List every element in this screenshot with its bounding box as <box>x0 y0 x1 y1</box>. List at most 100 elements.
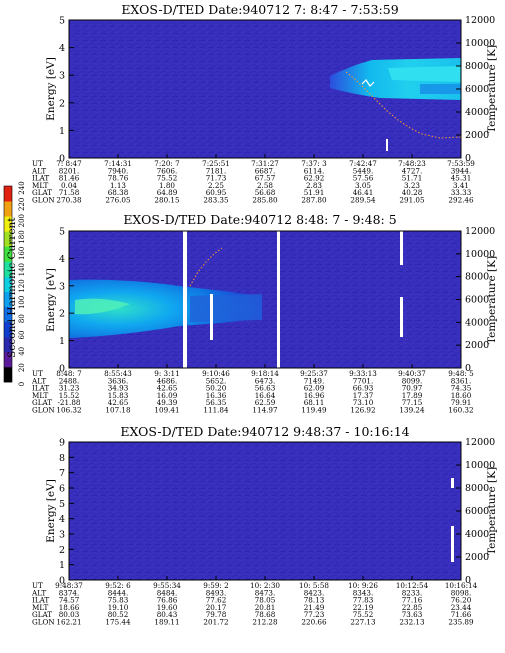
colorbar: 0 20 40 60 80 100 120 140 160 180 200 220 240 <box>3 181 26 386</box>
ephemeris-cell: 50.20 <box>206 384 227 393</box>
ephemeris-cell: 77.62 <box>206 596 227 605</box>
ephemeris-cell: 74.57 <box>59 596 80 605</box>
panel-2-spike-1 <box>210 294 213 340</box>
ephemeris-cell: 7: 8:47 <box>56 159 82 168</box>
panel-2: EXOS-D/TED Date:940712 8:48: 7 - 9:48: 5… <box>31 212 498 415</box>
ephemeris-cell: 235.89 <box>448 618 474 627</box>
ephemeris-row-label: GLON <box>32 618 55 627</box>
ephemeris-cell: 51.91 <box>304 188 325 197</box>
panel-2-band-core <box>75 298 130 315</box>
ephemeris-cell: 107.18 <box>105 406 131 415</box>
y2tick-label: 10000 <box>465 249 495 260</box>
ephemeris-cell: 6687. <box>255 166 276 175</box>
ephemeris-row-label: UT <box>32 159 43 168</box>
ephemeris-cell: 7:20: 7 <box>154 159 180 168</box>
ephemeris-cell: 15.52 <box>59 391 80 400</box>
panel-1-yticks: 0 1 2 3 4 5 <box>59 16 74 165</box>
ytick-label: 7 <box>59 468 65 479</box>
ytick-label: 5 <box>59 16 65 27</box>
y2tick-label: 8000 <box>465 272 489 283</box>
y2tick-label: 0 <box>465 575 471 586</box>
panel-1-ylabel: Energy [eV] <box>45 57 57 121</box>
ephemeris-cell: 4727. <box>402 166 423 175</box>
colorbar-tick-label: 220 <box>18 198 26 211</box>
ephemeris-row-label: ILAT <box>32 596 49 605</box>
ephemeris-cell: 114.97 <box>252 406 278 415</box>
colorbar-tick-label: 40 <box>18 347 26 356</box>
ephemeris-cell: 10:12:54 <box>396 581 429 590</box>
colorbar-tick-label: 140 <box>18 263 26 276</box>
colorbar-tick-label: 200 <box>18 214 26 227</box>
ytick-label: 5 <box>59 499 65 510</box>
ytick-label: 2 <box>59 545 65 556</box>
y2tick-label: 2000 <box>465 130 489 141</box>
ephemeris-cell: 73.63 <box>402 610 423 619</box>
ephemeris-cell: 66.93 <box>353 384 374 393</box>
ephemeris-cell: 201.72 <box>203 618 228 627</box>
ephemeris-cell: 7606. <box>157 166 178 175</box>
panel-2-spike-3 <box>400 297 403 337</box>
ephemeris-cell: 7:14:31 <box>104 159 132 168</box>
ephemeris-cell: -21.88 <box>57 398 80 407</box>
panel-2-data-gap-1 <box>183 231 187 368</box>
ytick-label: 0 <box>59 154 65 165</box>
ephemeris-row-label: MLT <box>32 603 49 612</box>
ephemeris-cell: 6473. <box>255 376 276 385</box>
ephemeris-cell: 7:48:23 <box>398 159 426 168</box>
ephemeris-cell: 9:10:46 <box>202 369 230 378</box>
panel-2-yticks: 0 1 2 3 4 5 <box>59 227 74 375</box>
ephemeris-cell: 75.83 <box>108 596 129 605</box>
ephemeris-cell: 51.71 <box>402 174 423 183</box>
ephemeris-cell: 10: 5:58 <box>299 581 329 590</box>
panel-2-ylabel: Energy [eV] <box>45 268 57 332</box>
panel-2-gap-left-band <box>190 294 262 322</box>
ephemeris-cell: 79.91 <box>451 398 472 407</box>
ephemeris-cell: 20.17 <box>206 603 227 612</box>
ephemeris-cell: 56.68 <box>255 188 276 197</box>
ephemeris-cell: 78.13 <box>304 596 325 605</box>
panel-1-y2label: Temperature [K] <box>486 45 498 133</box>
ephemeris-cell: 77.83 <box>353 596 374 605</box>
panel-2-title: EXOS-D/TED Date:940712 8:48: 7 - 9:48: 5 <box>123 212 396 227</box>
ephemeris-row-label: ILAT <box>32 174 49 183</box>
ephemeris-cell: 19.10 <box>108 603 129 612</box>
ephemeris-cell: 8099. <box>402 376 423 385</box>
ephemeris-cell: 7181. <box>206 166 227 175</box>
ephemeris-cell: 4686. <box>157 376 178 385</box>
ytick-label: 0 <box>59 576 65 587</box>
ephemeris-cell: 81.46 <box>59 174 80 183</box>
panel-2-band <box>69 279 262 338</box>
ephemeris-cell: 6114. <box>304 166 325 175</box>
colorbar-segment <box>4 186 12 202</box>
panel-1-sparkle <box>361 79 375 87</box>
y2tick-label: 8000 <box>465 483 489 494</box>
ytick-label: 3 <box>59 71 65 82</box>
ephemeris-cell: 7940. <box>108 166 129 175</box>
colorbar-segment <box>4 321 12 338</box>
ephemeris-cell: 75.52 <box>353 610 374 619</box>
ephemeris-cell: 8:55:43 <box>104 369 132 378</box>
ephemeris-cell: 109.41 <box>154 406 179 415</box>
colorbar-tick-label: 180 <box>18 230 26 243</box>
panel-1-band-lower <box>420 84 461 94</box>
ephemeris-cell: 7:31:27 <box>251 159 279 168</box>
colorbar-label: Second Harmonic Current <box>6 217 18 358</box>
ephemeris-cell: 7701. <box>353 376 374 385</box>
ephemeris-row-label: GLAT <box>32 398 52 407</box>
panel-3-title: EXOS-D/TED Date:940712 9:48:37 - 10:16:1… <box>120 424 409 439</box>
ytick-label: 4 <box>59 514 65 525</box>
ephemeris-cell: 7149. <box>304 376 325 385</box>
ephemeris-cell: 71.66 <box>451 610 472 619</box>
colorbar-segment <box>4 216 12 232</box>
y2tick-label: 10000 <box>465 460 495 471</box>
ephemeris-cell: 7:42:47 <box>349 159 377 168</box>
ephemeris-cell: 8233. <box>402 588 423 597</box>
ephemeris-cell: 106.32 <box>56 406 81 415</box>
ephemeris-cell: 62.59 <box>255 398 276 407</box>
colorbar-segment <box>4 306 12 323</box>
ephemeris-row-label: ALT <box>31 376 46 385</box>
ephemeris-cell: 287.80 <box>301 196 327 205</box>
ephemeris-cell: 2.25 <box>208 181 224 190</box>
ephemeris-cell: 285.80 <box>252 196 278 205</box>
